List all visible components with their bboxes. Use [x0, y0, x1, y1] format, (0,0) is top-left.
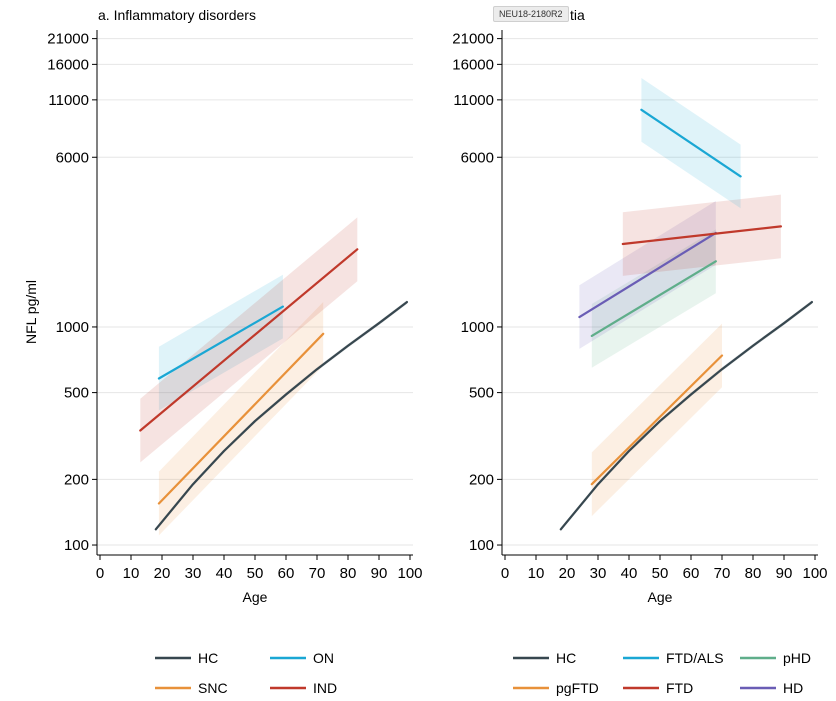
x-tick-label: 10: [528, 565, 545, 582]
x-tick-label: 30: [590, 565, 607, 582]
x-tick-label: 40: [216, 565, 233, 582]
x-tick-label: 30: [185, 565, 202, 582]
legend-label: HC: [198, 650, 218, 666]
series-line-pgftd: [590, 354, 724, 486]
series-line-snc: [157, 332, 325, 505]
y-tick-label: 200: [469, 471, 494, 488]
legend-label: SNC: [198, 680, 228, 696]
series-line-ftd: [621, 225, 783, 246]
x-axis-label: Age: [243, 589, 268, 605]
series-line-hc: [559, 301, 814, 531]
x-tick-label: 10: [123, 565, 140, 582]
y-tick-label: 16000: [47, 56, 89, 73]
series-line-ftd-als: [640, 108, 742, 178]
legend-item: pgFTD: [513, 680, 599, 696]
legend-label: FTD/ALS: [666, 650, 724, 666]
x-tick-label: 60: [683, 565, 700, 582]
x-tick-label: 80: [745, 565, 762, 582]
series-line-hd: [578, 231, 717, 319]
panel-title: a. Inflammatory disorders: [98, 7, 256, 23]
x-tick-label: 100: [802, 565, 827, 582]
x-tick-label: 90: [371, 565, 388, 582]
y-tick-label: 11000: [453, 92, 494, 109]
legend-item: FTD: [623, 680, 693, 696]
legend-item: HC: [513, 650, 576, 666]
y-tick-label: 11000: [48, 92, 89, 109]
y-tick-label: 100: [64, 537, 89, 554]
panel-dementia: tia 100 200 500 1000 6000 11000 16000 21000 0 10 20…: [452, 7, 827, 696]
x-tick-label: 40: [621, 565, 638, 582]
legend-item: ON: [270, 650, 334, 666]
legend-label: HD: [783, 680, 803, 696]
legend-label: IND: [313, 680, 337, 696]
legend-item: IND: [270, 680, 337, 696]
series-line-phd: [590, 260, 717, 337]
legend-label: HC: [556, 650, 576, 666]
y-axis-label: NFL pg/ml: [23, 280, 39, 344]
legend-item: SNC: [155, 680, 228, 696]
y-tick-label: 21000: [47, 31, 89, 48]
y-tick-label: 200: [64, 471, 89, 488]
legend-label: pHD: [783, 650, 811, 666]
y-tick-label: 21000: [452, 31, 494, 48]
x-tick-label: 90: [776, 565, 793, 582]
panel-title: tia: [570, 7, 585, 23]
x-tick-label: 0: [96, 565, 104, 582]
series-line-ind: [139, 248, 359, 432]
x-axis-label: Age: [648, 589, 673, 605]
legend-item: HC: [155, 650, 218, 666]
y-tick-label: 500: [469, 385, 494, 402]
series-line-hc: [154, 301, 408, 531]
y-tick-label: 100: [469, 537, 494, 554]
y-tick-label: 1000: [56, 319, 89, 336]
panel-inflammatory: a. Inflammatory disorders100200500100060…: [47, 7, 422, 696]
x-tick-label: 80: [340, 565, 357, 582]
y-tick-label: 500: [64, 385, 89, 402]
y-tick-label: 16000: [452, 56, 494, 73]
legend-item: HD: [740, 680, 803, 696]
x-tick-label: 20: [559, 565, 576, 582]
x-tick-label: 20: [154, 565, 171, 582]
legend-label: ON: [313, 650, 334, 666]
x-tick-label: 70: [309, 565, 326, 582]
x-tick-label: 50: [247, 565, 264, 582]
x-tick-label: 60: [278, 565, 295, 582]
x-tick-label: 100: [397, 565, 422, 582]
x-tick-label: 50: [652, 565, 669, 582]
y-tick-label: 1000: [461, 319, 494, 336]
manuscript-tag: NEU18-2180R2: [493, 6, 569, 22]
x-tick-label: 0: [501, 565, 509, 582]
series-line-on: [157, 305, 284, 380]
legend-item: pHD: [740, 650, 811, 666]
legend-label: pgFTD: [556, 680, 599, 696]
y-tick-label: 6000: [56, 149, 89, 166]
y-tick-label: 6000: [461, 149, 494, 166]
legend-label: FTD: [666, 680, 693, 696]
x-tick-label: 70: [714, 565, 731, 582]
legend-item: FTD/ALS: [623, 650, 724, 666]
